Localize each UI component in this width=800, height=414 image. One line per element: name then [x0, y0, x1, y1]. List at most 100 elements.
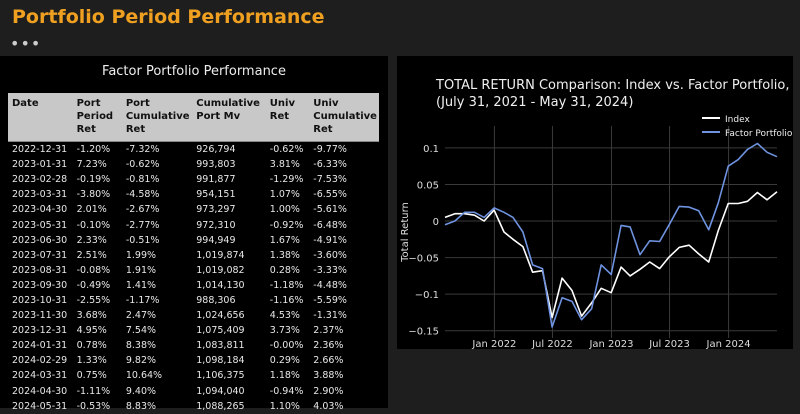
cell-port-period-ret: 7.23%	[76, 159, 107, 171]
cell-univ-cumulative-ret: 2.66%	[313, 355, 344, 367]
cell-port-period-ret: -0.53%	[76, 400, 111, 412]
table-row: 2023-09-30 -0.49% 1.41% 1,014,130 -1.18% -4.4…	[8, 278, 379, 293]
cell-port-cumulative-ret: -0.62%	[125, 159, 160, 171]
col-header-univ-cumulative-ret: Univ Cumulative Ret	[309, 93, 379, 142]
cell-port-period-ret: 1.33%	[76, 355, 107, 367]
chart-subtitle: (July 31, 2021 - May 31, 2024)	[436, 95, 633, 110]
cell-univ-ret: 1.18%	[269, 370, 300, 382]
cell-date: 2024-05-31	[12, 400, 68, 412]
page-title: Portfolio Period Performance	[12, 6, 325, 28]
cell-cumulative-port-mv: 991,877	[196, 174, 236, 186]
cell-univ-ret: 0.29%	[269, 355, 300, 367]
cell-port-period-ret: -1.11%	[76, 385, 111, 397]
cell-port-cumulative-ret: 8.38%	[125, 340, 157, 352]
cell-univ-cumulative-ret: -7.53%	[313, 174, 347, 186]
col-header-univ-ret: Univ Ret	[265, 93, 310, 142]
cell-port-cumulative-ret: -1.17%	[125, 294, 160, 306]
table-row: 2023-12-31 4.95% 7.54% 1,075,409 3.73% 2.37%	[8, 323, 379, 338]
performance-table: Date Port Period Ret Port Cumulative Ret Cu…	[8, 93, 379, 414]
table-row: 2023-10-31 -2.55% -1.17% 988,306 -1.16% -5.59…	[8, 293, 379, 308]
cell-date: 2023-06-30	[12, 234, 68, 246]
table-row: 2023-11-30 3.68% 2.47% 1,024,656 4.53% -1.31%	[8, 308, 379, 323]
cell-date: 2022-12-31	[12, 144, 68, 156]
table-row: 2022-12-31 -1.20% -7.32% 926,794 -0.62% -9.77…	[8, 142, 379, 158]
cell-port-cumulative-ret: -7.32%	[125, 144, 160, 156]
table-row: 2023-05-31 -0.10% -2.77% 972,310 -0.92% -6.48…	[8, 217, 379, 232]
index-series-line	[444, 191, 778, 319]
cell-port-period-ret: -3.80%	[76, 189, 111, 201]
cell-univ-ret: -1.16%	[269, 294, 304, 306]
table-panel: Factor Portfolio Performance Date Port Pe…	[0, 56, 388, 412]
cell-port-period-ret: 2.51%	[76, 249, 107, 261]
cell-port-period-ret: -0.49%	[76, 279, 111, 291]
cell-cumulative-port-mv: 1,094,040	[196, 385, 245, 397]
cell-port-period-ret: 2.33%	[76, 234, 107, 246]
col-header-cumulative-port-mv: Cumulative Port Mv	[192, 93, 266, 142]
table-body: 2022-12-31 -1.20% -7.32% 926,794 -0.62% -9.77…	[8, 142, 379, 414]
cell-date: 2023-09-30	[12, 279, 68, 291]
cell-port-period-ret: 0.75%	[76, 370, 107, 382]
cell-univ-cumulative-ret: -6.55%	[313, 189, 347, 201]
y-tick-label: 0.1	[423, 144, 439, 155]
cell-univ-cumulative-ret: -6.48%	[313, 219, 347, 231]
cell-cumulative-port-mv: 1,088,265	[196, 400, 245, 412]
cell-date: 2023-03-31	[12, 189, 68, 201]
cell-port-cumulative-ret: 10.64%	[125, 370, 163, 382]
cell-date: 2023-11-30	[12, 310, 68, 322]
y-tick-label: −0.05	[408, 254, 439, 265]
cell-port-cumulative-ret: 1.91%	[125, 264, 157, 276]
cell-univ-ret: 1.10%	[269, 400, 300, 412]
chart-title: TOTAL RETURN Comparison: Index vs. Facto…	[435, 78, 790, 93]
cell-date: 2023-10-31	[12, 294, 68, 306]
cell-port-cumulative-ret: 1.41%	[125, 279, 157, 291]
cell-univ-cumulative-ret: 2.36%	[313, 340, 344, 352]
cell-date: 2023-12-31	[12, 325, 68, 337]
cell-port-cumulative-ret: 8.83%	[125, 400, 157, 412]
table-row: 2023-02-28 -0.19% -0.81% 991,877 -1.29% -7.53…	[8, 172, 379, 187]
cell-port-period-ret: -0.10%	[76, 219, 111, 231]
cell-port-period-ret: -0.19%	[76, 174, 111, 186]
cell-univ-ret: -0.94%	[269, 385, 304, 397]
cell-cumulative-port-mv: 972,310	[196, 219, 236, 231]
cell-port-cumulative-ret: 1.99%	[125, 249, 157, 261]
cell-univ-cumulative-ret: 2.37%	[313, 325, 344, 337]
cell-date: 2023-05-31	[12, 219, 68, 231]
cell-cumulative-port-mv: 1,024,656	[196, 310, 245, 322]
cell-port-period-ret: 2.01%	[76, 204, 107, 216]
table-row: 2023-03-31 -3.80% -4.58% 954,151 1.07% -6.55%	[8, 187, 379, 202]
col-header-port-period-ret: Port Period Ret	[72, 93, 122, 142]
table-row: 2024-04-30 -1.11% 9.40% 1,094,040 -0.94% 2.90…	[8, 384, 379, 399]
cell-cumulative-port-mv: 1,075,409	[196, 325, 245, 337]
cell-date: 2023-08-31	[12, 264, 68, 276]
y-axis-label: Total Return	[400, 202, 411, 263]
legend-entry: Index	[725, 115, 750, 125]
cell-univ-ret: 1.38%	[269, 249, 300, 261]
more-options-icon[interactable]: •••	[10, 34, 42, 53]
cell-port-cumulative-ret: 2.47%	[125, 310, 157, 322]
cell-cumulative-port-mv: 973,297	[196, 204, 236, 216]
cell-univ-cumulative-ret: -6.33%	[313, 159, 347, 171]
y-tick-label: −0.1	[415, 290, 439, 301]
cell-univ-ret: -0.62%	[269, 144, 304, 156]
cell-port-cumulative-ret: 9.82%	[125, 355, 157, 367]
cell-port-period-ret: -2.55%	[76, 294, 111, 306]
cell-port-period-ret: 3.68%	[76, 310, 107, 322]
y-tick-label: 0.05	[417, 180, 439, 191]
table-title: Factor Portfolio Performance	[102, 64, 286, 79]
cell-univ-cumulative-ret: -5.61%	[313, 204, 347, 216]
cell-cumulative-port-mv: 1,106,375	[196, 370, 245, 382]
cell-univ-ret: 3.81%	[269, 159, 300, 171]
cell-port-cumulative-ret: -0.51%	[125, 234, 160, 246]
cell-univ-ret: -0.92%	[269, 219, 304, 231]
cell-univ-cumulative-ret: -9.77%	[313, 144, 347, 156]
table-row: 2024-05-31 -0.53% 8.83% 1,088,265 1.10% 4.03%	[8, 399, 379, 414]
cell-port-period-ret: 4.95%	[76, 325, 107, 337]
cell-cumulative-port-mv: 954,151	[196, 189, 236, 201]
cell-univ-ret: 4.53%	[269, 310, 300, 322]
cell-univ-cumulative-ret: -4.91%	[313, 234, 347, 246]
cell-univ-ret: -1.29%	[269, 174, 304, 186]
table-row: 2023-01-31 7.23% -0.62% 993,803 3.81% -6.33%	[8, 157, 379, 172]
cell-univ-cumulative-ret: 2.90%	[313, 385, 344, 397]
cell-univ-ret: -1.18%	[269, 279, 304, 291]
y-tick-label: 0	[433, 217, 439, 228]
